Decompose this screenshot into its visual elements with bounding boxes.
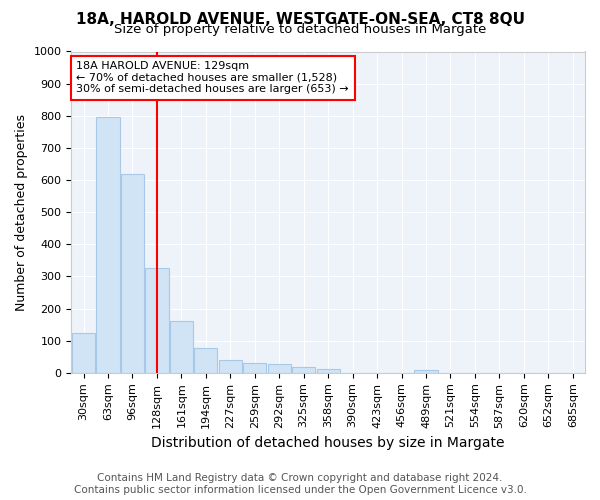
Text: Size of property relative to detached houses in Margate: Size of property relative to detached ho…	[114, 22, 486, 36]
Bar	[97, 118, 119, 373]
Bar	[317, 368, 340, 373]
Text: 18A, HAROLD AVENUE, WESTGATE-ON-SEA, CT8 8QU: 18A, HAROLD AVENUE, WESTGATE-ON-SEA, CT8…	[76, 12, 524, 28]
Bar	[218, 360, 242, 373]
Bar	[268, 364, 291, 373]
Y-axis label: Number of detached properties: Number of detached properties	[15, 114, 28, 310]
Bar	[121, 174, 144, 373]
Bar	[243, 363, 266, 373]
Text: Contains HM Land Registry data © Crown copyright and database right 2024.
Contai: Contains HM Land Registry data © Crown c…	[74, 474, 526, 495]
Text: 18A HAROLD AVENUE: 129sqm
← 70% of detached houses are smaller (1,528)
30% of se: 18A HAROLD AVENUE: 129sqm ← 70% of detac…	[76, 61, 349, 94]
Bar	[415, 370, 437, 373]
Bar	[72, 332, 95, 373]
Bar	[170, 321, 193, 373]
Bar	[145, 268, 169, 373]
Bar	[194, 348, 217, 373]
X-axis label: Distribution of detached houses by size in Margate: Distribution of detached houses by size …	[151, 436, 505, 450]
Bar	[292, 367, 315, 373]
